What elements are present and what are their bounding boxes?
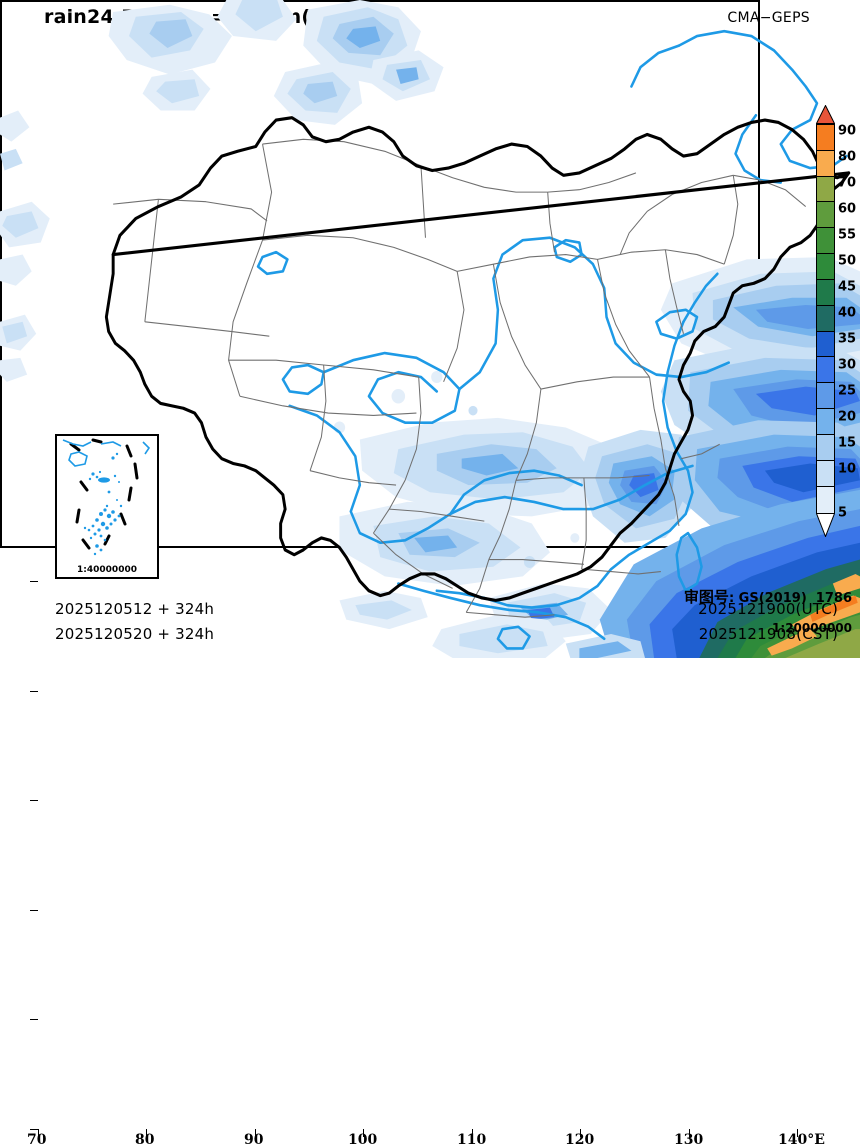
colorbar-label-10: 10 [838, 461, 857, 477]
footer-init-time-cst: 2025120520 + 324h [55, 625, 215, 643]
colorbar-label-35: 35 [838, 331, 857, 347]
footer-valid-time-utc: 2025121900(UTC) [698, 600, 838, 618]
colorbar-segment-20 [817, 409, 834, 435]
colorbar-over-arrow [816, 105, 835, 124]
colorbar-label-50: 50 [838, 253, 857, 269]
colorbar-label-15: 15 [838, 435, 857, 451]
colorbar-segment-45 [817, 279, 834, 306]
x-tick-label-90: 90 [244, 1132, 264, 1148]
colorbar-segment-30 [817, 357, 834, 384]
colorbar-label-60: 60 [838, 201, 857, 217]
colorbar-label-30: 30 [838, 357, 857, 373]
colorbar-segment-60 [817, 202, 834, 229]
footer-init-time-utc: 2025120512 + 324h [55, 600, 215, 618]
nine-dash-line [69, 438, 139, 550]
colorbar-segment-40 [817, 305, 834, 332]
footer-valid-time-cst: 2025121908(CST) [698, 625, 838, 643]
colorbar-label-40: 40 [838, 305, 857, 321]
map-approval-note: 审图号: GS(2019) 1786 1:20000000 [666, 574, 852, 636]
river-layer [256, 29, 848, 650]
x-tick-label-120: 120 [565, 1132, 595, 1148]
colorbar-label-90: 90 [838, 123, 857, 139]
approval-scale: 1:20000000 [772, 621, 852, 636]
colorbar-segment-80 [817, 150, 834, 177]
inset-canvas [62, 438, 151, 556]
colorbar-segment-5 [817, 486, 834, 513]
colorbar-scale[interactable] [816, 124, 835, 514]
colorbar-label-5: 5 [838, 505, 848, 521]
approval-label-cn: 审图号 [683, 588, 729, 607]
colorbar-segment-25 [817, 383, 834, 410]
colorbar-segment-15 [817, 434, 834, 461]
colorbar-segment-10 [817, 460, 834, 487]
inset-scale-label: 1:40000000 [77, 565, 137, 575]
colorbar-label-45: 45 [838, 279, 857, 295]
x-tick-label-140: 140°E [778, 1132, 825, 1148]
model-label: CMA−GEPS [727, 10, 810, 26]
colorbar-label-25: 25 [838, 383, 857, 399]
x-tick-label-110: 110 [457, 1132, 487, 1148]
province-boundaries [113, 138, 806, 618]
colorbar-segment-50 [817, 254, 834, 280]
x-tick-label-130: 130 [674, 1132, 704, 1148]
x-tick-label-70: 70 [27, 1132, 47, 1148]
colorbar-label-20: 20 [838, 409, 857, 425]
colorbar-segment-70 [817, 176, 834, 203]
x-tick-label-80: 80 [135, 1132, 155, 1148]
colorbar-segment-55 [817, 228, 834, 255]
inset-coastline [62, 439, 151, 467]
colorbar-label-80: 80 [838, 149, 857, 165]
colorbar-segment-35 [817, 331, 834, 358]
colorbar-segment-90 [817, 125, 834, 151]
inset-islands [83, 452, 123, 556]
colorbar-label-55: 55 [838, 227, 857, 243]
colorbar-under-arrow [816, 513, 835, 537]
south-china-sea-inset[interactable]: 1:40000000 [55, 434, 159, 579]
x-tick-label-100: 100 [348, 1132, 378, 1148]
national-border [104, 116, 851, 602]
colorbar-label-70: 70 [838, 175, 857, 191]
approval-number: : GS(2019) 1786 [728, 591, 852, 607]
